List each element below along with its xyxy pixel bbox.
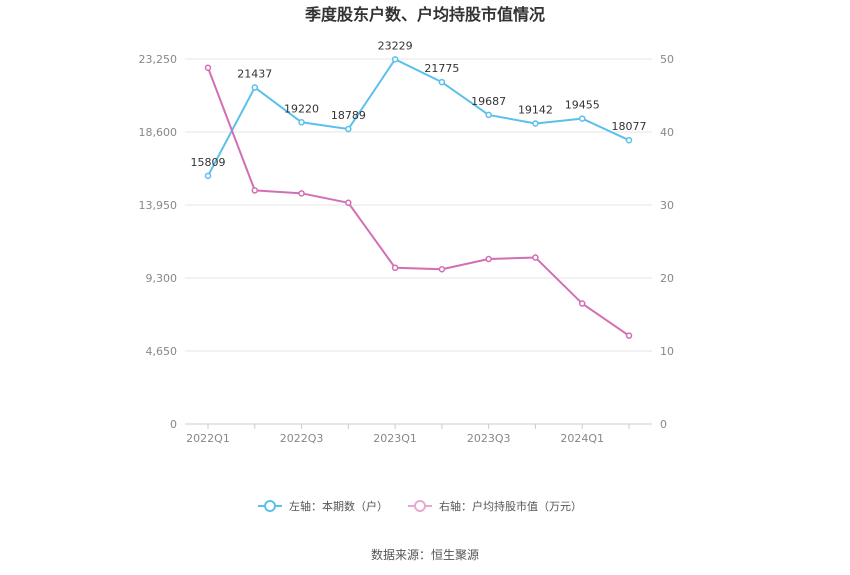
data-point <box>298 190 305 197</box>
data-label: 18077 <box>612 120 647 133</box>
legend-label-left: 左轴：本期数（户） <box>289 499 388 513</box>
series-line-right <box>207 67 630 337</box>
left-tick-label: 4,650 <box>146 345 178 358</box>
data-point <box>438 78 446 86</box>
data-point <box>578 115 586 122</box>
data-point <box>625 136 633 144</box>
data-point <box>251 187 259 194</box>
data-labels: 15809 21437 19220 18789 23229 21775 19687 19142… <box>191 39 647 168</box>
data-label: 19142 <box>518 103 553 116</box>
x-tick-label: 2024Q1 <box>560 432 604 445</box>
data-point <box>485 111 492 119</box>
data-label: 19455 <box>565 99 600 112</box>
data-label: 19220 <box>284 102 319 115</box>
x-tick-label: 2023Q1 <box>373 432 417 445</box>
data-point <box>204 172 212 180</box>
right-tick-label: 20 <box>660 272 674 285</box>
data-point <box>578 300 586 307</box>
left-tick-label: 0 <box>170 418 177 431</box>
data-point <box>204 64 212 72</box>
data-point <box>391 264 399 272</box>
right-tick-label: 50 <box>660 53 674 66</box>
x-axis: 2022Q1 2022Q3 2023Q1 2023Q3 2024Q1 <box>185 423 652 445</box>
legend-label-right: 右轴：户均持股市值（万元） <box>439 499 582 513</box>
grid-lines <box>185 58 652 352</box>
legend-item-right[interactable]: 右轴：户均持股市值（万元） <box>408 499 582 513</box>
source-text: 数据来源：恒生聚源 <box>371 547 479 562</box>
left-tick-label: 18,600 <box>139 126 178 139</box>
data-point <box>485 255 492 263</box>
left-tick-label: 23,250 <box>139 53 178 66</box>
x-tick-label: 2022Q3 <box>280 432 324 445</box>
left-tick-label: 13,950 <box>139 199 178 212</box>
right-tick-label: 40 <box>660 126 674 139</box>
right-tick-label: 30 <box>660 199 674 212</box>
data-label: 15809 <box>191 156 226 169</box>
right-tick-label: 10 <box>660 345 674 358</box>
left-tick-label: 9,300 <box>146 272 178 285</box>
x-tick-label: 2023Q3 <box>467 432 511 445</box>
chart-title: 季度股东户数、户均持股市值情况 <box>304 5 545 24</box>
legend: 左轴：本期数（户） 右轴：户均持股市值（万元） <box>258 499 582 513</box>
data-label: 19687 <box>471 95 506 108</box>
data-point <box>625 332 633 339</box>
legend-marker-right <box>414 500 426 512</box>
data-point <box>345 199 352 207</box>
data-point <box>532 254 539 261</box>
data-point <box>251 84 259 91</box>
left-axis: 0 4,650 9,300 13,950 18,600 23,250 <box>139 53 178 431</box>
data-label: 23229 <box>378 39 413 52</box>
data-label: 18789 <box>331 109 366 122</box>
right-tick-label: 0 <box>660 418 667 431</box>
data-point <box>438 265 446 273</box>
legend-marker-left <box>264 500 276 512</box>
right-axis: 0 10 20 30 40 50 <box>660 53 674 431</box>
legend-item-left[interactable]: 左轴：本期数（户） <box>258 499 388 513</box>
data-label: 21437 <box>237 67 272 80</box>
series-group <box>204 56 633 339</box>
data-point <box>298 119 305 126</box>
series-line-left <box>207 58 630 177</box>
x-tick-label: 2022Q1 <box>186 432 230 445</box>
data-point <box>345 125 352 133</box>
data-point <box>391 56 399 63</box>
data-label: 21775 <box>424 62 459 75</box>
data-point <box>532 120 539 127</box>
